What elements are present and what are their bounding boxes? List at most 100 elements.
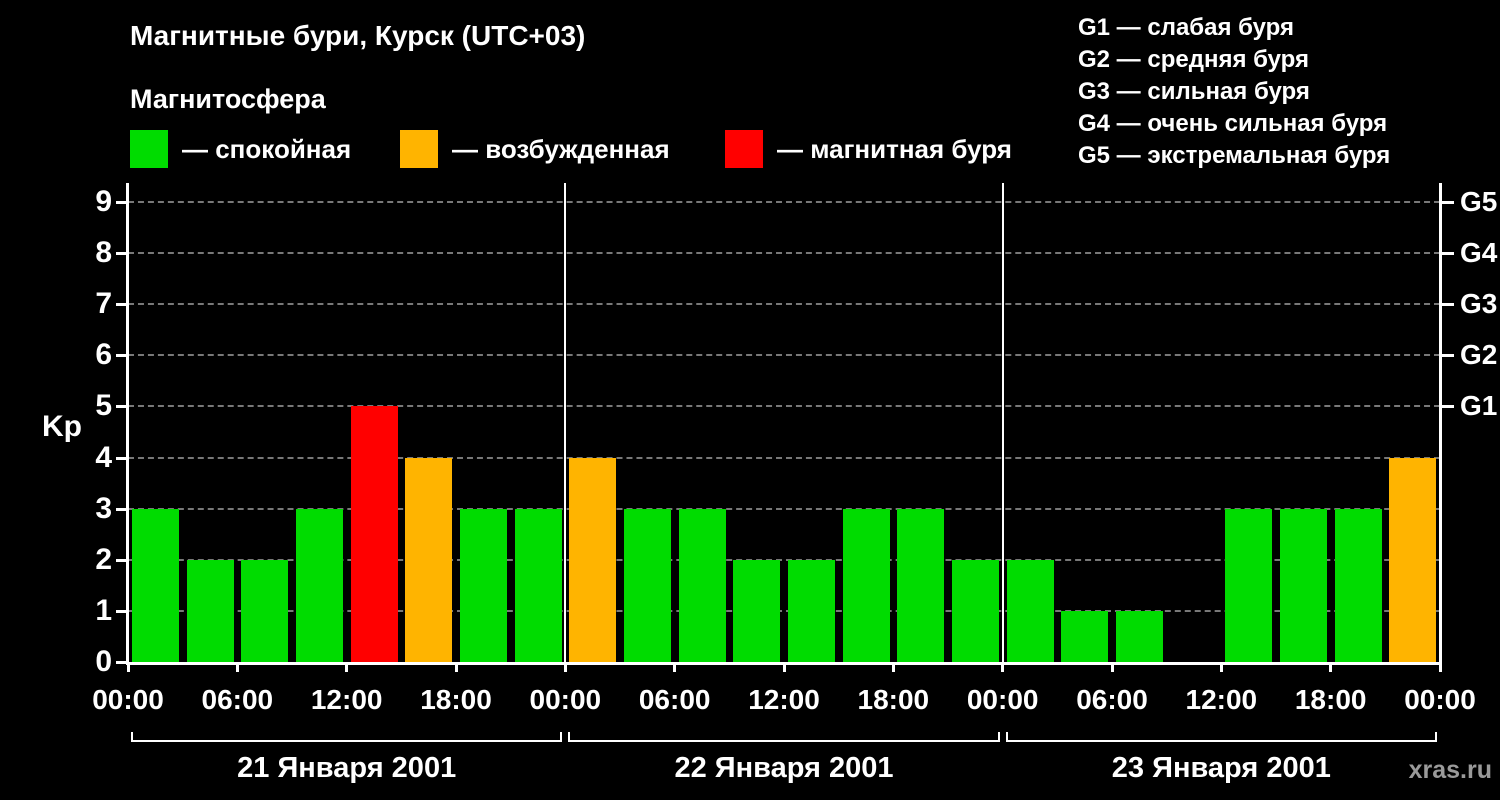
kp-bar — [1006, 559, 1054, 662]
date-bracket-tick — [560, 732, 563, 742]
kp-bar — [241, 559, 289, 662]
kp-bar — [186, 559, 234, 662]
date-bracket-line — [131, 740, 563, 742]
gridline — [128, 405, 1440, 408]
g-tick-label: G2 — [1460, 339, 1498, 371]
kp-bar — [295, 508, 343, 662]
y-tick — [116, 201, 128, 204]
storm-swatch — [725, 130, 763, 168]
x-tick — [1219, 662, 1223, 672]
y-tick-label: 1 — [95, 593, 112, 627]
x-tick — [454, 662, 458, 672]
y-tick-label: 6 — [95, 338, 112, 372]
kp-bar — [787, 559, 835, 662]
date-bracket-tick — [568, 732, 571, 742]
x-tick-label: 00:00 — [92, 684, 164, 715]
legend-label: — спокойная — [182, 133, 352, 164]
x-tick-label: 00:00 — [1404, 684, 1476, 715]
y-tick-label: 2 — [95, 542, 112, 576]
kp-bar — [1225, 508, 1273, 662]
y-tick-label: 5 — [95, 389, 112, 423]
g-scale-legend: G1 — слабая буря G2 — средняя буря G3 — си… — [1078, 12, 1390, 172]
g-scale-line: G2 — средняя буря — [1078, 46, 1309, 73]
magnetosphere-legend: — спокойная — возбужденная — магнитная бур… — [130, 128, 1130, 170]
g-tick — [1442, 201, 1454, 204]
x-tick — [235, 662, 239, 672]
x-tick-label: 12:00 — [1185, 684, 1258, 715]
y-tick-label: 0 — [95, 645, 112, 678]
gridline — [128, 201, 1440, 203]
kp-bar — [623, 508, 671, 662]
y-axis-title: Kp — [42, 410, 82, 443]
g-tick-label: G3 — [1460, 288, 1498, 320]
legend-label: — магнитная буря — [777, 133, 1012, 164]
g-tick — [1442, 252, 1454, 256]
legend-label: — возбужденная — [452, 133, 670, 164]
x-tick-label: 06:00 — [638, 684, 711, 715]
x-tick — [891, 662, 895, 672]
chart-title: Магнитные бури, Курск (UTC+03) — [130, 20, 586, 51]
y-tick-label: 8 — [95, 236, 112, 270]
y-tick — [116, 661, 128, 664]
kp-bar — [569, 457, 617, 662]
kp-bar — [350, 406, 398, 662]
kp-bar — [1115, 610, 1163, 662]
gridline — [128, 303, 1440, 306]
x-tick-label: 00:00 — [529, 684, 602, 715]
kp-bar — [1061, 610, 1109, 662]
g-scale-line: G4 — очень сильная буря — [1078, 110, 1388, 137]
y-tick-label: 4 — [95, 440, 112, 474]
x-tick — [1438, 662, 1442, 672]
date-bracket-line — [568, 740, 1000, 742]
kp-bar — [514, 508, 562, 662]
y-tick — [116, 252, 128, 256]
y-tick — [116, 405, 128, 409]
x-tick — [126, 662, 130, 672]
y-tick — [116, 507, 128, 511]
x-tick-label: 06:00 — [1076, 684, 1148, 715]
date-label: 22 Января 2001 — [674, 752, 894, 784]
x-tick-label: 00:00 — [966, 684, 1039, 715]
gridline — [128, 252, 1440, 255]
kp-bar — [1389, 457, 1437, 662]
g-scale-line: G5 — экстремальная буря — [1078, 142, 1391, 169]
x-tick — [1110, 662, 1114, 672]
date-label: 21 Января 2001 — [237, 752, 457, 784]
g-tick — [1442, 405, 1454, 409]
g-scale-line: G1 — слабая буря — [1078, 14, 1295, 41]
gridline — [128, 558, 1440, 561]
y-tick-label: 9 — [95, 185, 112, 218]
legend-item-storm: — магнитная буря — [725, 128, 1012, 170]
g-scale-line: G3 — сильная буря — [1078, 78, 1310, 105]
x-tick-label: 18:00 — [857, 684, 930, 715]
gridline — [128, 354, 1440, 357]
x-tick-label: 06:00 — [201, 684, 274, 715]
kp-bar — [1279, 508, 1327, 662]
kp-bar — [733, 559, 781, 662]
gridline — [128, 609, 1440, 612]
day-separator-line — [1001, 183, 1004, 662]
right-axis-line — [1439, 183, 1442, 665]
x-tick-label: 18:00 — [420, 684, 492, 715]
kp-bar — [459, 508, 507, 662]
y-tick — [116, 558, 128, 562]
y-tick — [116, 354, 128, 358]
kp-bar — [1334, 508, 1382, 662]
y-tick-label: 3 — [95, 491, 112, 525]
gridline — [128, 507, 1440, 510]
y-axis-line — [126, 183, 129, 665]
kp-bar — [405, 457, 453, 662]
x-tick — [1001, 662, 1005, 672]
y-tick-label: 7 — [95, 287, 112, 321]
date-bracket-tick — [131, 732, 133, 742]
y-tick — [116, 609, 128, 613]
x-tick-label: 12:00 — [310, 684, 383, 715]
x-tick — [345, 662, 349, 672]
g-tick-label: G4 — [1460, 237, 1498, 269]
g-tick-label: G1 — [1460, 390, 1498, 422]
date-bracket-tick — [997, 732, 1000, 742]
x-tick — [782, 662, 786, 672]
date-bracket-tick — [1005, 732, 1008, 742]
